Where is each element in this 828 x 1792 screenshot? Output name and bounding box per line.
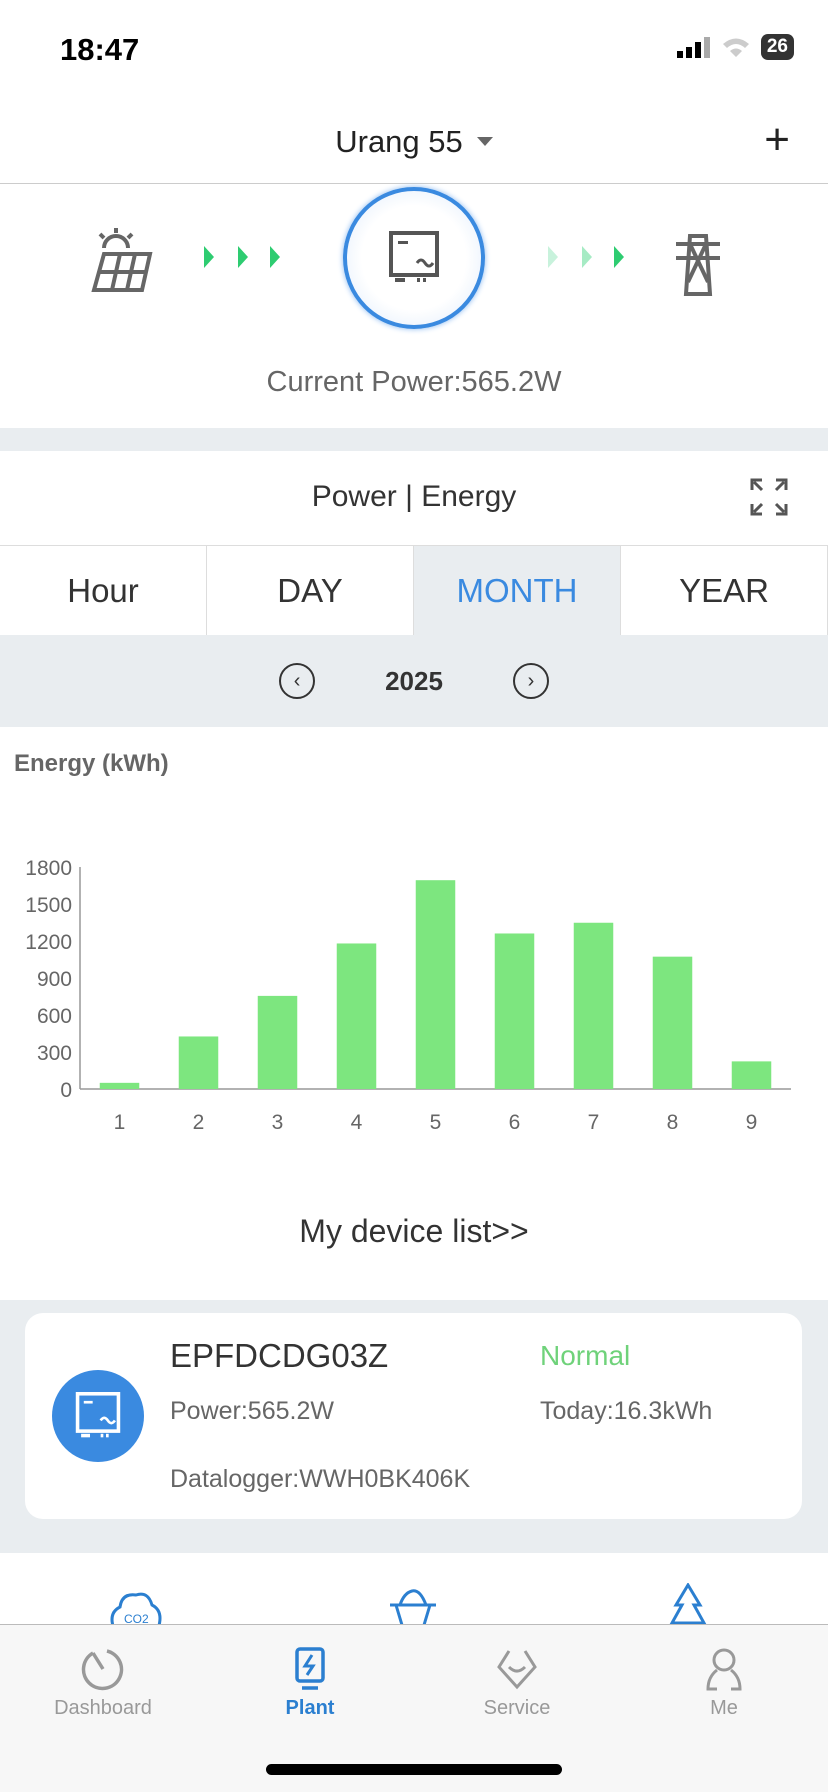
nav-service[interactable]: Service [437,1647,597,1720]
y-tick-label: 1200 [25,931,72,954]
home-indicator [266,1764,562,1775]
x-tick-label: 3 [272,1111,284,1134]
tree-icon [669,1583,707,1625]
environment-section: CO2 [0,1553,828,1633]
nav-label: Me [710,1697,738,1719]
inverter-icon [75,1392,121,1438]
wifi-icon [722,38,749,57]
inverter-icon [389,231,439,282]
x-tick-label: 9 [746,1111,758,1134]
y-tick-label: 0 [60,1079,72,1102]
plant-name: Urang 55 [335,123,463,159]
tab-day[interactable]: DAY [207,546,414,635]
device-today-energy: Today:16.3kWh [540,1397,713,1425]
co2-cloud-icon: CO2 [110,1592,162,1629]
device-avatar [52,1370,144,1462]
y-tick-label: 1800 [25,857,72,880]
chart-section-title: Power | Energy [311,480,517,513]
coal-cart-icon [390,1589,436,1625]
bar [178,1036,219,1089]
dashboard-gauge-icon [81,1649,124,1691]
my-device-list-link[interactable]: My device list>> [299,1213,529,1249]
device-status: Normal [540,1340,631,1371]
tab-month[interactable]: MONTH [414,546,621,635]
flow-arrows-right [548,246,624,268]
x-tick-label: 1 [114,1111,126,1134]
current-power: Current Power:565.2W [266,366,562,398]
device-power: Power:565.2W [170,1397,334,1425]
battery-indicator: 26 [760,34,794,60]
tab-year[interactable]: YEAR [621,546,828,635]
service-diamond-icon [497,1650,537,1690]
nav-label: Plant [285,1697,335,1719]
nav-me[interactable]: Me [644,1647,804,1720]
x-tick-label: 6 [509,1111,521,1134]
chevron-left-icon: ‹ [293,669,301,692]
nav-label: Dashboard [54,1697,152,1719]
bar [652,956,693,1089]
chevron-right-icon: › [527,669,535,692]
selected-year: 2025 [385,665,443,696]
x-tick-label: 2 [193,1111,205,1134]
svg-text:CO2: CO2 [124,1612,149,1626]
signal-icon [676,37,710,58]
nav-plant[interactable]: Plant [230,1647,390,1720]
energy-bar-chart: 0 300 600 900 1200 1500 1800 1 2 3 4 5 6 7 8 9 [25,857,791,1134]
nav-dashboard[interactable]: Dashboard [23,1647,183,1720]
x-tick-label: 5 [430,1111,442,1134]
prev-year-button[interactable]: ‹ [279,663,316,699]
flow-arrows-left [204,246,280,268]
plus-icon[interactable]: + [764,115,790,164]
y-tick-label: 300 [37,1042,72,1065]
chart-ylabel: Energy (kWh) [14,750,169,777]
plant-icon [295,1647,325,1690]
bar [257,995,298,1089]
caret-down-icon [476,136,493,146]
bar [494,933,535,1089]
device-name: EPFDCDG03Z [170,1337,389,1374]
header: Urang 55 [0,100,828,184]
status-time: 18:47 [60,32,140,67]
period-tabs: Hour DAY MONTH YEAR [0,545,828,635]
tab-hour[interactable]: Hour [0,546,207,635]
nav-label: Service [483,1697,551,1719]
y-tick-label: 1500 [25,894,72,917]
bar [415,880,456,1089]
divider [0,428,828,451]
x-tick-label: 7 [588,1111,600,1134]
user-icon [706,1648,742,1691]
x-tick-label: 4 [351,1111,363,1134]
bar [336,943,377,1089]
status-indicators: 26 [676,34,794,60]
device-datalogger: Datalogger:WWH0BK406K [170,1465,471,1493]
device-card[interactable]: EPFDCDG03Z Normal Power:565.2W Today:16.… [25,1313,802,1519]
year-selector: ‹ 2025 › [0,635,828,727]
power-tower-icon [676,234,720,296]
y-tick-label: 600 [37,1005,72,1028]
x-tick-label: 8 [667,1111,679,1134]
bar [573,922,614,1089]
bar [731,1061,772,1089]
next-year-button[interactable]: › [512,663,549,699]
inverter-status-circle[interactable] [343,187,485,329]
y-tick-label: 900 [37,968,72,991]
fullscreen-icon[interactable] [750,478,788,516]
bar [99,1082,140,1089]
plant-selector[interactable]: Urang 55 [335,124,493,160]
solar-panel-icon [91,228,153,292]
